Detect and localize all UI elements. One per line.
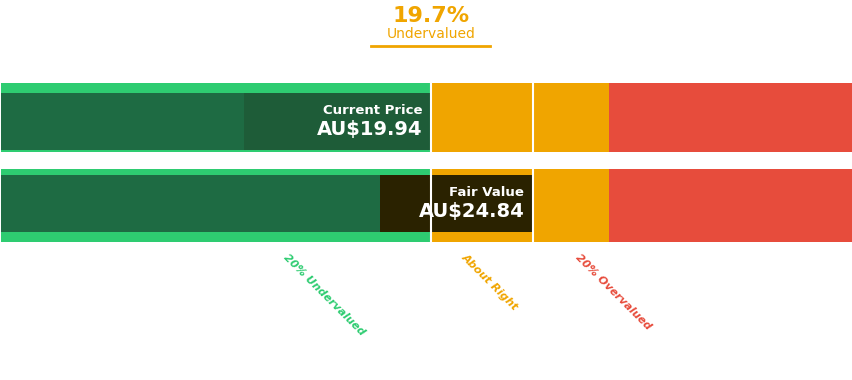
Text: Undervalued: Undervalued	[386, 27, 475, 41]
Text: AU$24.84: AU$24.84	[418, 202, 524, 221]
Bar	[608, 83, 850, 242]
Text: Fair Value: Fair Value	[449, 185, 524, 198]
Bar	[244, 93, 430, 150]
Text: About Right: About Right	[459, 252, 520, 312]
Bar	[430, 83, 608, 242]
Text: Current Price: Current Price	[322, 104, 422, 117]
Text: 20% Undervalued: 20% Undervalued	[281, 252, 366, 337]
Bar	[2, 152, 850, 169]
Bar	[379, 175, 532, 232]
Bar	[2, 93, 430, 150]
Bar	[2, 175, 532, 232]
Text: AU$19.94: AU$19.94	[316, 120, 422, 139]
Text: 19.7%: 19.7%	[392, 6, 469, 26]
Text: 20% Overvalued: 20% Overvalued	[573, 252, 653, 332]
Bar	[2, 83, 430, 242]
